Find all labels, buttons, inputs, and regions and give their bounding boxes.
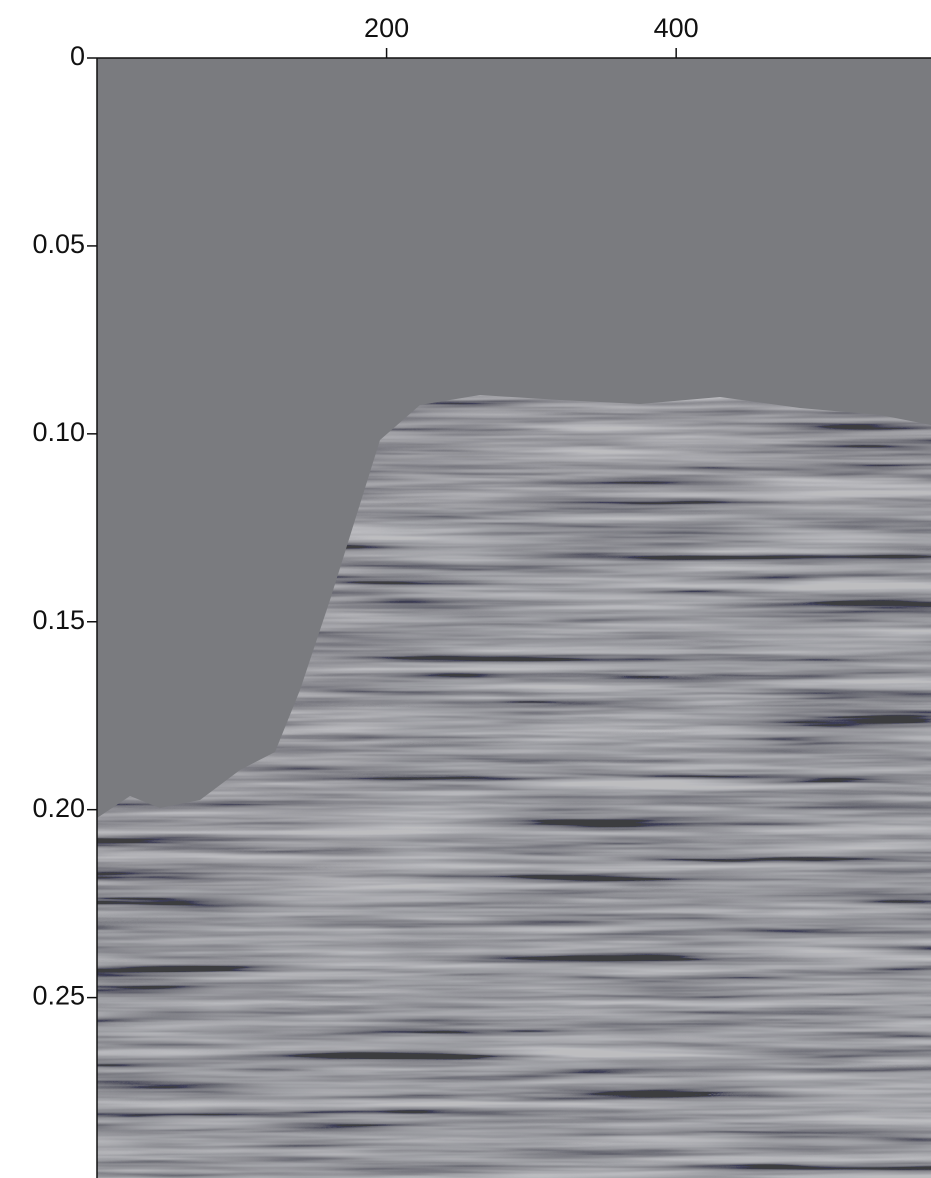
chart: 200 400 0 0.05 0.10 0.15 0.20 0.25 <box>0 0 931 1178</box>
y-tick-label: 0.10 <box>32 417 85 447</box>
y-tick-label: 0.20 <box>32 793 85 823</box>
y-tick-label: 0 <box>70 41 85 71</box>
y-tick-label: 0.25 <box>32 981 85 1011</box>
y-tick-label: 0.05 <box>32 229 85 259</box>
y-tick-label: 0.15 <box>32 605 85 635</box>
x-tick-label: 200 <box>364 13 409 43</box>
x-tick-label: 400 <box>654 13 699 43</box>
